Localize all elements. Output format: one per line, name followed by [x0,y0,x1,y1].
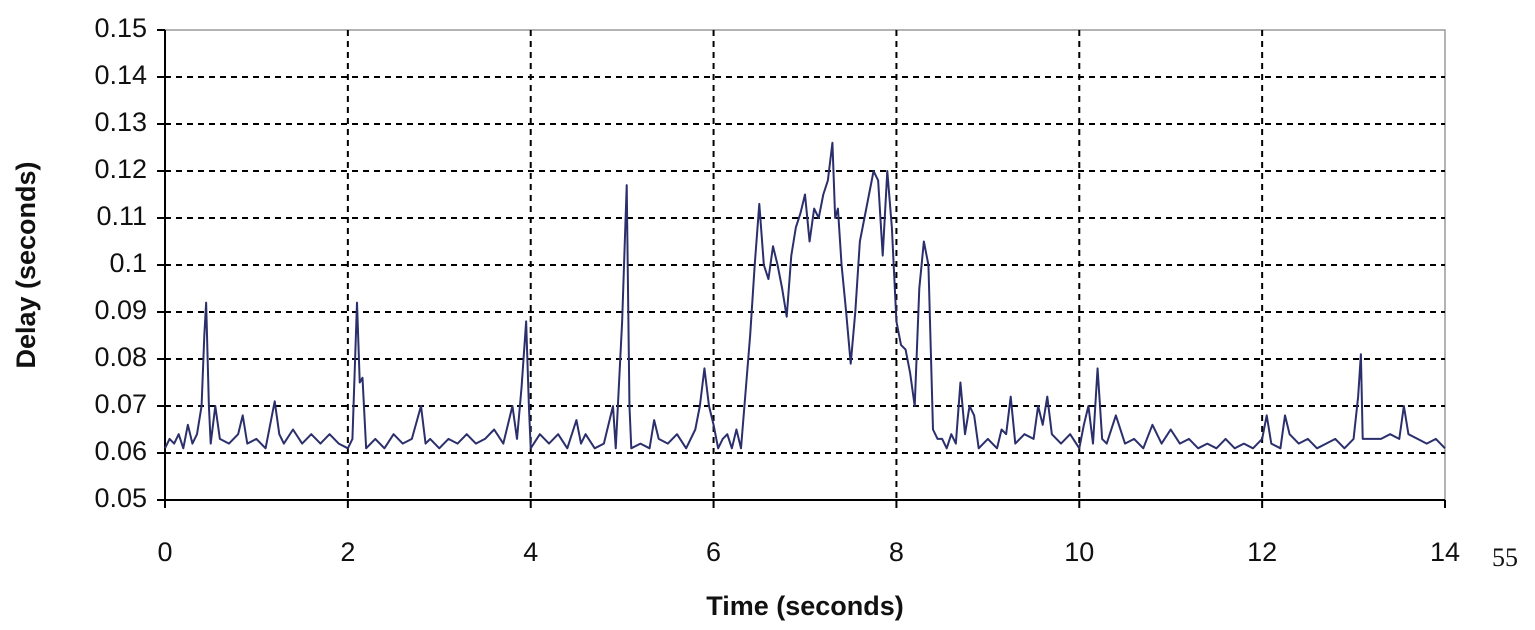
y-tick-label: 0.13 [94,107,147,137]
x-tick-label: 2 [340,537,355,567]
data-line [164,141,1446,450]
x-tick-label: 4 [523,537,538,567]
y-tick-label: 0.15 [94,13,147,43]
y-tick-label: 0.14 [94,60,147,90]
y-tick-label: 0.09 [94,295,147,325]
x-tick-label: 0 [157,537,172,567]
y-tick-label: 0.12 [94,154,147,184]
y-tick-label: 0.08 [94,342,147,372]
x-axis-title: Time (seconds) [706,591,904,621]
x-tick-label: 12 [1247,537,1277,567]
y-tick-label: 0.11 [96,201,147,231]
y-axis-title: Delay (seconds) [11,161,41,368]
y-tick-label: 0.07 [94,389,147,419]
x-tick-label: 10 [1064,537,1094,567]
x-tick-label: 8 [889,537,904,567]
x-tick-label: 6 [706,537,721,567]
y-tick-label: 0.06 [94,436,147,466]
page-number: 55 [1492,543,1518,572]
y-tick-label: 0.1 [109,248,147,278]
y-tick-label: 0.05 [94,483,147,513]
x-tick-label: 14 [1430,537,1460,567]
